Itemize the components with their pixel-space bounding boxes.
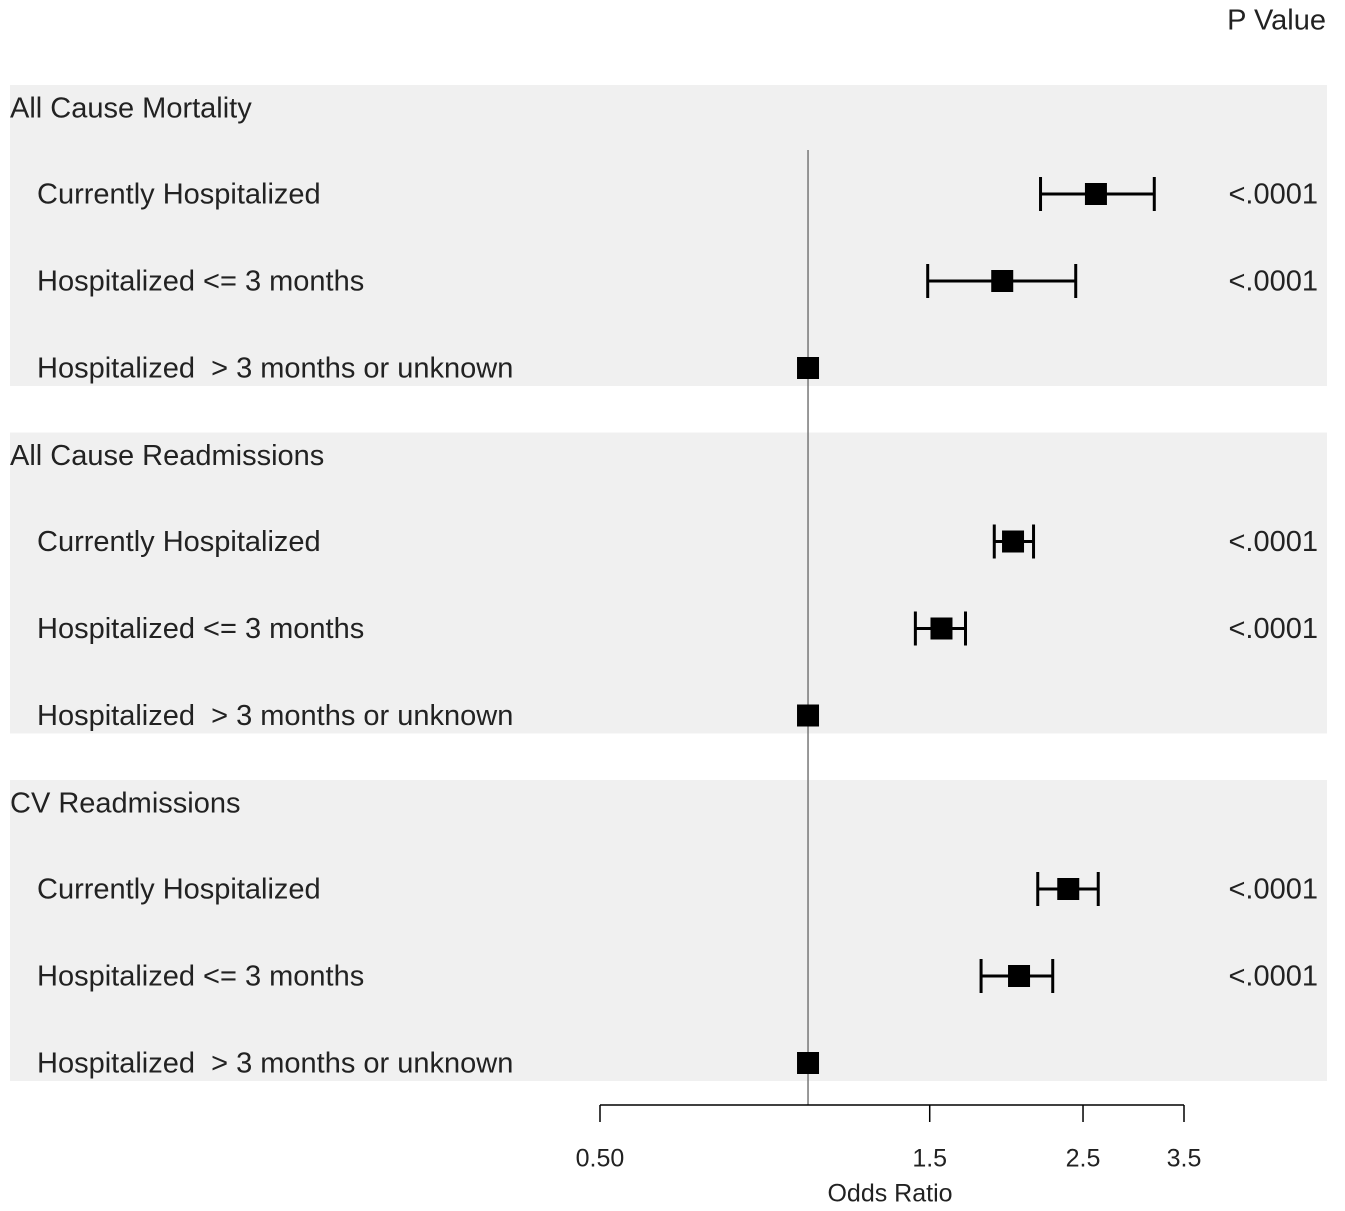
- x-axis-label: Odds Ratio: [827, 1180, 952, 1208]
- p-value: <.0001: [1228, 266, 1318, 298]
- group-title: CV Readmissions: [10, 788, 240, 820]
- estimate-marker: [991, 270, 1014, 292]
- x-tick-label: 1.5: [912, 1145, 947, 1173]
- group-title: All Cause Mortality: [10, 93, 252, 125]
- estimate-marker: [797, 357, 820, 379]
- row-label: Hospitalized <= 3 months: [37, 266, 364, 298]
- row-label: Currently Hospitalized: [37, 874, 321, 906]
- group-band: [10, 432, 1327, 734]
- estimate-marker: [930, 617, 953, 640]
- x-tick-label: 2.5: [1066, 1145, 1101, 1173]
- group-band: [10, 85, 1327, 386]
- estimate-marker: [1057, 878, 1080, 900]
- estimate-marker: [1084, 183, 1107, 205]
- p-value: <.0001: [1228, 179, 1318, 211]
- x-tick-label: 3.5: [1167, 1145, 1202, 1173]
- estimate-marker: [797, 1052, 820, 1074]
- p-value-header: P Value: [1227, 5, 1326, 37]
- row-label: Hospitalized > 3 months or unknown: [37, 1048, 513, 1080]
- row-label: Hospitalized <= 3 months: [37, 613, 364, 645]
- row-label: Currently Hospitalized: [37, 526, 321, 558]
- row-label: Hospitalized > 3 months or unknown: [37, 353, 513, 385]
- group-band: [10, 780, 1327, 1081]
- p-value: <.0001: [1228, 613, 1318, 645]
- p-value: <.0001: [1228, 961, 1318, 993]
- row-label: Currently Hospitalized: [37, 179, 321, 211]
- p-value: <.0001: [1228, 874, 1318, 906]
- estimate-marker: [1002, 530, 1025, 553]
- estimate-marker: [797, 704, 820, 727]
- group-title: All Cause Readmissions: [10, 440, 324, 472]
- row-label: Hospitalized <= 3 months: [37, 961, 364, 993]
- row-label: Hospitalized > 3 months or unknown: [37, 700, 513, 732]
- estimate-marker: [1008, 965, 1031, 987]
- p-value: <.0001: [1228, 526, 1318, 558]
- x-tick-label: 0.50: [576, 1145, 625, 1173]
